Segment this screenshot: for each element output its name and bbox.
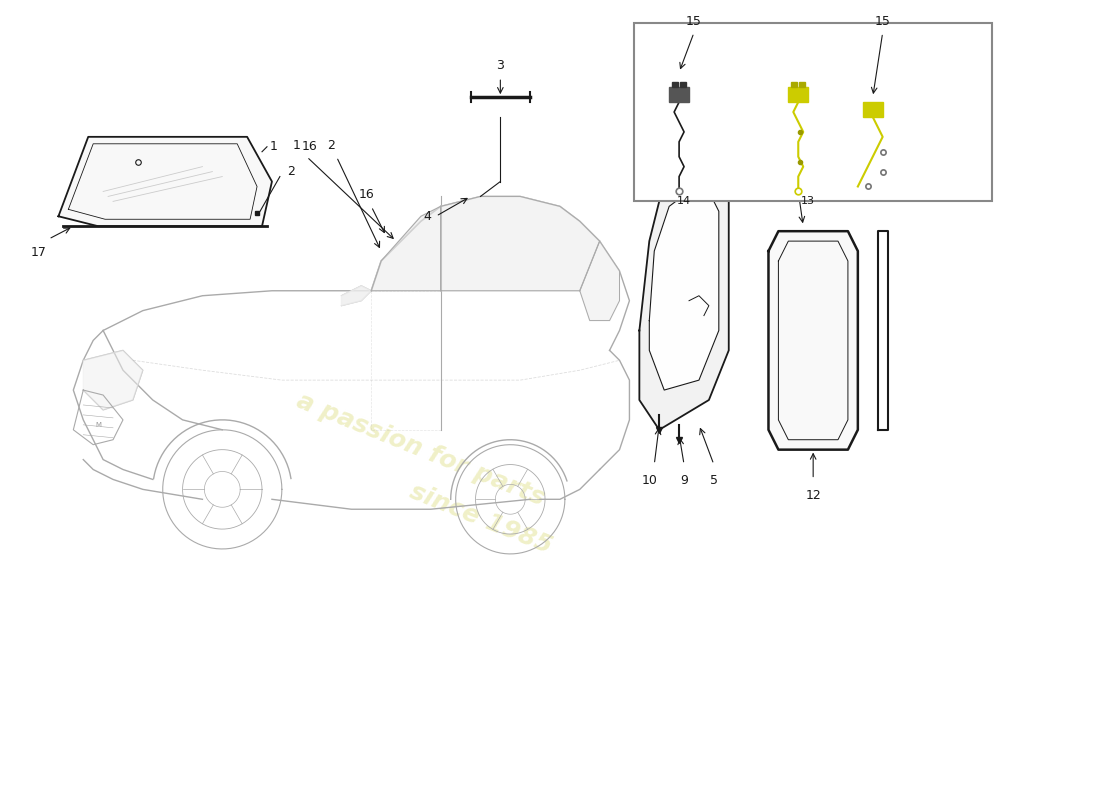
Text: 8: 8 xyxy=(660,138,668,152)
Bar xyxy=(680,82,686,87)
Text: 4: 4 xyxy=(424,210,431,222)
Bar xyxy=(791,82,798,87)
Text: 15: 15 xyxy=(874,14,891,28)
Text: 11: 11 xyxy=(785,138,801,152)
Bar xyxy=(789,87,808,102)
Polygon shape xyxy=(649,191,718,390)
Polygon shape xyxy=(580,241,619,321)
Polygon shape xyxy=(341,286,372,306)
Polygon shape xyxy=(639,182,728,430)
Text: 10: 10 xyxy=(641,474,657,487)
Bar xyxy=(862,102,882,117)
Text: 16: 16 xyxy=(301,140,318,154)
Bar xyxy=(800,82,805,87)
Polygon shape xyxy=(84,350,143,410)
Text: 1: 1 xyxy=(293,138,300,152)
Bar xyxy=(672,82,678,87)
Text: 6: 6 xyxy=(715,138,723,152)
Bar xyxy=(635,22,992,202)
Text: elitesports: elitesports xyxy=(683,101,954,143)
Text: 2: 2 xyxy=(287,165,295,178)
Text: 17: 17 xyxy=(31,246,46,259)
Text: a passion for parts: a passion for parts xyxy=(294,389,549,510)
Text: 14: 14 xyxy=(676,197,691,206)
Text: since 1985: since 1985 xyxy=(406,480,556,558)
Polygon shape xyxy=(58,137,272,226)
Text: 13: 13 xyxy=(801,197,815,206)
Bar xyxy=(669,87,689,102)
Polygon shape xyxy=(769,231,858,450)
Text: 5: 5 xyxy=(710,474,718,487)
Text: 3: 3 xyxy=(496,59,504,72)
Text: 16: 16 xyxy=(359,188,374,202)
Polygon shape xyxy=(372,206,441,290)
Text: 2: 2 xyxy=(328,138,336,152)
Text: 1: 1 xyxy=(270,140,278,154)
Text: 7: 7 xyxy=(685,138,693,152)
Text: 12: 12 xyxy=(805,490,821,502)
Text: 15: 15 xyxy=(686,14,702,28)
Text: 9: 9 xyxy=(680,474,688,487)
Text: M: M xyxy=(96,422,101,428)
Polygon shape xyxy=(441,197,600,290)
